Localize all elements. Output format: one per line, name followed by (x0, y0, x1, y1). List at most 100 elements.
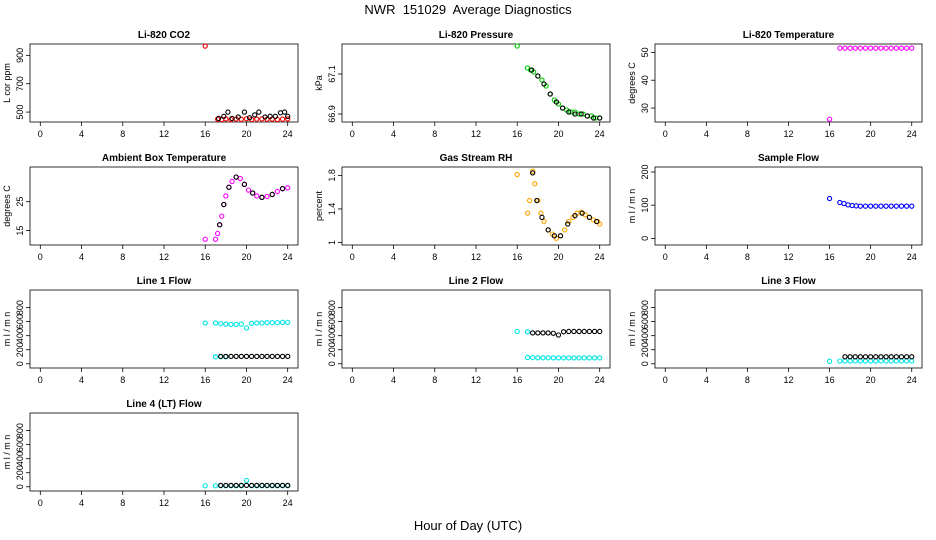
data-point (571, 328, 577, 335)
data-point (586, 355, 593, 361)
data-point (272, 113, 278, 119)
data-point (837, 45, 843, 51)
y-tick-label: 0 (640, 361, 650, 366)
plot-frame (341, 166, 611, 246)
data-point (256, 109, 262, 115)
data-point (898, 45, 905, 51)
x-tick-label: 16 (512, 129, 522, 139)
data-point (555, 355, 562, 361)
data-point (842, 354, 848, 360)
data-point (202, 320, 208, 326)
data-point (903, 358, 910, 364)
data-point (572, 111, 578, 117)
data-point (553, 99, 560, 105)
data-point (878, 358, 884, 364)
data-point (847, 354, 853, 360)
data-point (241, 181, 248, 187)
x-tick-label: 8 (745, 129, 750, 139)
data-point (878, 45, 884, 51)
data-point (852, 358, 858, 364)
data-point (842, 45, 848, 51)
x-tick-label: 4 (79, 498, 84, 508)
data-point (571, 355, 577, 361)
y-tick-label: 200 (327, 342, 337, 357)
data-point (888, 358, 894, 364)
data-point (888, 203, 894, 209)
x-tick-label: 4 (391, 375, 396, 385)
data-point (584, 113, 590, 119)
data-point (857, 203, 864, 209)
x-tick-label: 24 (283, 129, 293, 139)
data-point (285, 353, 291, 360)
x-tick-label: 24 (283, 375, 293, 385)
y-tick-label: 0 (327, 361, 337, 366)
data-point (857, 358, 864, 364)
y-axis-label: m l / m n (2, 435, 12, 470)
data-point (873, 358, 879, 364)
data-point (883, 354, 889, 360)
data-point (862, 354, 869, 360)
x-tick-label: 12 (783, 375, 793, 385)
x-tick-label: 16 (825, 252, 835, 262)
data-point (264, 353, 270, 360)
data-point (285, 113, 291, 119)
data-point (228, 353, 234, 360)
data-point (267, 113, 273, 119)
data-point (279, 319, 286, 325)
data-point (524, 354, 531, 361)
data-point (212, 483, 219, 489)
data-point (591, 328, 598, 335)
data-point (238, 321, 244, 327)
data-point (550, 330, 556, 336)
series-all (826, 45, 915, 122)
data-point (281, 109, 288, 115)
x-tick-label: 16 (825, 375, 835, 385)
panel-title: Li-820 Temperature (743, 30, 835, 41)
data-point (534, 197, 540, 204)
x-tick-label: 12 (159, 129, 169, 139)
y-tick-label: 40 (640, 75, 650, 85)
x-tick-label: 16 (512, 375, 522, 385)
plot-frame (654, 166, 923, 246)
y-tick-label: 200 (640, 342, 650, 357)
data-point (243, 482, 250, 489)
data-point (229, 178, 235, 185)
data-point (888, 354, 894, 360)
data-point (868, 354, 874, 360)
data-point (893, 45, 899, 51)
data-point (223, 321, 229, 327)
data-point (223, 482, 229, 489)
x-tick-label: 4 (79, 129, 84, 139)
y-axis-label: degrees C (627, 62, 637, 104)
x-tick-label: 20 (241, 498, 251, 508)
plot-frame (29, 166, 299, 246)
y-tick-label: 0 (15, 361, 25, 366)
data-point (241, 109, 248, 115)
x-tick-label: 16 (200, 498, 210, 508)
x-tick-label: 16 (825, 129, 835, 139)
panel-title: Li-820 CO2 (138, 30, 191, 41)
data-point (565, 221, 571, 227)
data-point (212, 320, 219, 326)
data-point (883, 45, 889, 51)
data-point (529, 67, 535, 73)
data-point (842, 358, 848, 364)
data-point (878, 203, 884, 209)
data-point (566, 355, 572, 361)
data-point (535, 73, 541, 79)
data-point (597, 221, 603, 227)
data-point (254, 193, 260, 199)
x-tick-label: 0 (663, 375, 668, 385)
data-point (581, 328, 587, 335)
panel-title: Line 3 Flow (761, 276, 816, 287)
x-tick-label: 20 (866, 252, 876, 262)
x-tick-label: 4 (704, 252, 709, 262)
data-point (873, 203, 879, 209)
data-point (535, 330, 541, 336)
y-axis-label: m l / m n (627, 189, 637, 224)
x-tick-label: 12 (159, 498, 169, 508)
data-point (254, 116, 260, 122)
data-point (857, 45, 864, 51)
